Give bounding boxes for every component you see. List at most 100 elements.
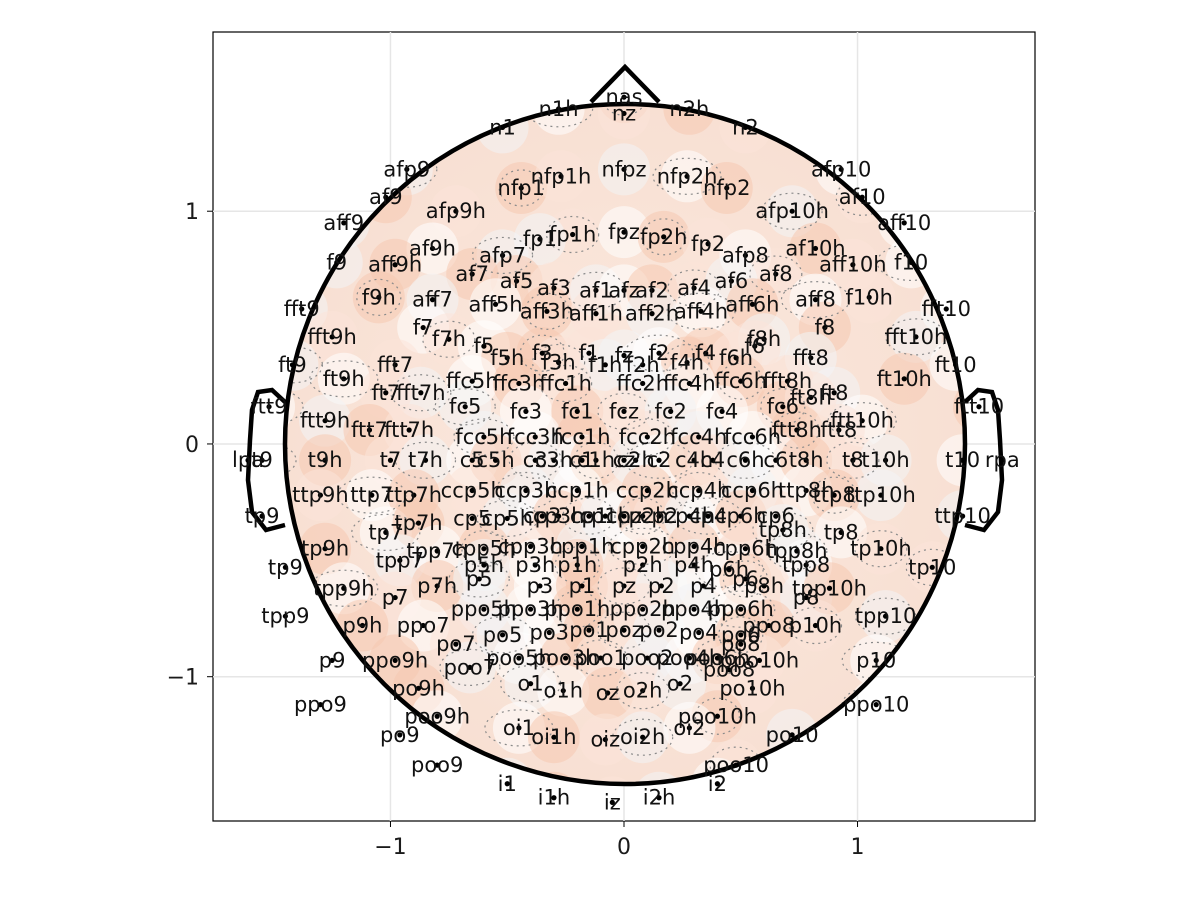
- electrode-point: [742, 546, 749, 552]
- electrode-point: [586, 513, 592, 519]
- electrode-point: [392, 262, 398, 268]
- electrode-label: nfp2: [703, 176, 750, 200]
- contour-line: [774, 411, 820, 449]
- electrode-point: [537, 583, 543, 589]
- electrode-label: ft10: [935, 353, 977, 377]
- electrode-label: ccp3h: [494, 479, 557, 503]
- electrode-point: [434, 762, 440, 768]
- electrode-point: [518, 185, 524, 191]
- electrode-point: [773, 513, 779, 519]
- electrode-point: [696, 629, 702, 636]
- electrode-point: [532, 434, 538, 440]
- electrode-point: [492, 301, 499, 307]
- electrode-label: fcz: [609, 399, 639, 423]
- electrode-point: [504, 781, 510, 787]
- electrode-label: t7h: [408, 448, 443, 472]
- electrode-label: af5: [500, 269, 534, 293]
- contour-line: [285, 388, 304, 426]
- electrode-label: nz: [612, 101, 636, 125]
- electrode-point: [289, 362, 295, 368]
- electrode-point: [539, 350, 545, 356]
- electrode-point: [850, 457, 856, 463]
- electrode-point: [556, 359, 562, 366]
- contour-line: [356, 278, 402, 316]
- electrode-point: [546, 629, 552, 636]
- electrode-label: af10h: [785, 236, 845, 260]
- electrode-point: [703, 350, 709, 356]
- electrode-label: cp6h: [715, 504, 767, 528]
- electrode-point: [726, 667, 732, 673]
- electrode-point: [462, 404, 468, 410]
- electrode-point: [621, 110, 627, 117]
- electrode-label: ft9h: [323, 367, 365, 391]
- electrode-point: [563, 655, 569, 661]
- electrode-label: ttp7h: [386, 483, 442, 507]
- electrode-label: ppo1h: [544, 597, 610, 621]
- electrode-label: cpp6h: [713, 537, 778, 561]
- electrode-point: [752, 343, 758, 349]
- electrode-point: [803, 487, 809, 494]
- electrode-label: fft10: [922, 297, 971, 321]
- electrode-point: [593, 311, 599, 317]
- electrode-point: [822, 324, 828, 331]
- contour-line: [612, 718, 674, 756]
- electrode-point: [836, 427, 842, 433]
- electrode-point: [523, 487, 529, 494]
- electrode-point: [602, 513, 608, 519]
- electrode-label: p2h: [623, 553, 663, 577]
- electrode-point: [621, 457, 627, 463]
- electrode-point: [686, 380, 692, 387]
- electrode-label: cpp2h: [610, 534, 675, 558]
- electrode-label: ftt8: [820, 418, 857, 442]
- electrode-point: [492, 457, 499, 463]
- contour-line: [826, 441, 880, 479]
- electrode-point: [579, 457, 585, 463]
- electrode-label: fft7: [377, 353, 413, 377]
- electrode-point: [259, 457, 265, 463]
- electrode-label: po1: [569, 618, 609, 642]
- electrode-point: [544, 308, 550, 314]
- electrode-point: [469, 487, 475, 494]
- electrode-label: tp8: [824, 520, 859, 544]
- electrode-label: p5: [466, 567, 493, 591]
- contour-line: [788, 606, 843, 645]
- electrode-label: af8: [759, 262, 793, 286]
- electrode-point: [873, 702, 879, 708]
- electrode-label: aff1h: [569, 302, 623, 326]
- electrode-label: fz: [615, 344, 633, 368]
- electrode-label: nas: [605, 85, 642, 109]
- electrode-label: tpp8: [782, 553, 830, 577]
- electrode-point: [794, 548, 800, 554]
- contour-line: [694, 697, 741, 735]
- electrode-label: oiz: [590, 728, 620, 752]
- electrode-point: [397, 732, 403, 738]
- electrode-point: [866, 294, 872, 300]
- electrode-point: [901, 220, 907, 226]
- electrode-point: [649, 287, 655, 293]
- electrode-point: [773, 271, 779, 277]
- x-tick-label: −1: [374, 835, 406, 860]
- electrode-label: t9h: [308, 448, 343, 472]
- electrode-label: p10h: [789, 613, 842, 637]
- electrode-label: f2h: [626, 353, 660, 377]
- electrode-point: [882, 613, 889, 619]
- electrode-point: [563, 380, 569, 387]
- electrode-point: [644, 434, 650, 440]
- electrode-label: ttp8: [813, 483, 856, 507]
- electrode-label: iz: [604, 790, 621, 814]
- electrode-point: [392, 594, 398, 601]
- electrode-point: [960, 513, 966, 519]
- electrode-label: o1h: [544, 679, 584, 703]
- electrode-label: ffc3h: [493, 371, 546, 395]
- electrode-label: ftt7: [351, 418, 388, 442]
- left-ear: [245, 387, 287, 533]
- contour-line: [422, 320, 476, 358]
- electrode-label: cpp3h: [498, 534, 563, 558]
- electrode-point: [383, 390, 389, 396]
- electrode-label: c2h: [617, 448, 655, 472]
- electrode-label: fc3: [510, 399, 542, 423]
- electrode-label: ffc5h: [446, 369, 499, 393]
- contour-line: [476, 499, 538, 538]
- contour-line: [554, 590, 600, 628]
- electrode-point: [537, 236, 543, 242]
